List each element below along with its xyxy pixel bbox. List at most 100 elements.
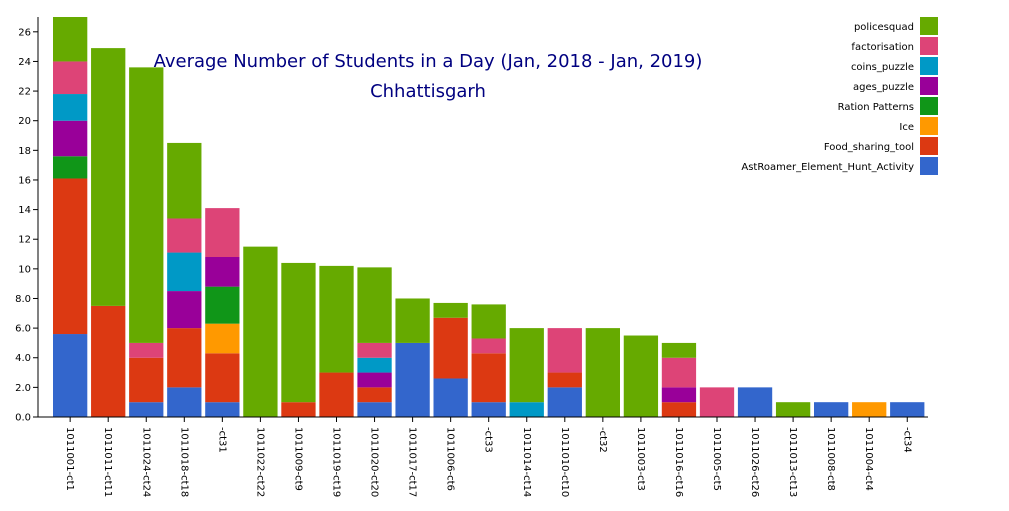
x-tick-label: 1011006-ct6 xyxy=(445,427,456,491)
legend-label: Ration Patterns xyxy=(838,102,914,113)
bar-segment xyxy=(53,178,88,335)
bar-segment xyxy=(357,387,392,403)
bar-segment xyxy=(205,353,240,403)
bar-segment xyxy=(167,218,202,253)
legend-swatch xyxy=(920,77,938,95)
bar-segment xyxy=(547,387,582,417)
x-tick-label: 1011014-ct14 xyxy=(521,427,532,497)
bar-segment xyxy=(205,286,240,324)
chart-title: Average Number of Students in a Day (Jan… xyxy=(154,51,703,72)
bar-segment xyxy=(205,402,240,417)
bar-segment xyxy=(205,323,240,354)
bar-segment xyxy=(129,357,164,403)
y-tick-label: 14 xyxy=(18,205,31,216)
legend-swatch xyxy=(920,137,938,155)
x-tick-label: 1011013-ct13 xyxy=(787,427,798,497)
x-tick-label: 1011016-ct16 xyxy=(673,427,684,497)
legend-swatch xyxy=(920,17,938,35)
bar-segment xyxy=(205,208,240,257)
x-tick-label: 1011001-ct1 xyxy=(64,427,75,491)
y-tick-label: 6.0 xyxy=(15,324,31,335)
bar-segment xyxy=(167,291,202,329)
x-ticks: 1011001-ct1 1011011-ct11 1011024-ct24 10110… xyxy=(64,417,912,497)
bar-segment xyxy=(357,267,392,343)
x-tick-label: 1011008-ct8 xyxy=(825,427,836,491)
bar-segment xyxy=(357,357,392,373)
y-tick-label: 16 xyxy=(18,175,31,186)
bar-segment xyxy=(852,402,887,417)
bar-segment xyxy=(129,342,164,358)
y-tick-label: 20 xyxy=(18,116,31,127)
legend-label: Food_sharing_tool xyxy=(824,142,914,153)
bar-segment xyxy=(129,67,164,343)
bar-segment xyxy=(471,304,506,339)
chart-subtitle: Chhattisgarh xyxy=(370,81,486,102)
legend-swatch xyxy=(920,157,938,175)
legend-swatch xyxy=(920,97,938,115)
x-tick-label: -ct31 xyxy=(216,427,227,453)
bars-layer xyxy=(53,17,925,417)
bar-segment xyxy=(167,328,202,388)
bar-segment xyxy=(661,357,697,388)
y-tick-label: 10 xyxy=(18,264,31,275)
bar-segment xyxy=(129,402,164,417)
bar-segment xyxy=(357,402,392,417)
x-tick-label: 1011026-ct26 xyxy=(749,427,760,497)
y-tick-label: 4.0 xyxy=(15,353,31,364)
bar-segment xyxy=(319,265,354,373)
bar-segment xyxy=(471,353,506,403)
x-tick-label: 1011018-ct18 xyxy=(178,427,189,497)
bar-segment xyxy=(281,262,316,403)
bar-segment xyxy=(471,338,506,354)
legend-label: factorisation xyxy=(851,42,914,53)
legend-swatch xyxy=(920,37,938,55)
x-tick-label: 1011022-ct22 xyxy=(254,427,265,497)
bar-segment xyxy=(319,372,354,417)
bar-segment xyxy=(357,372,392,388)
bar-segment xyxy=(433,378,468,417)
legend-swatch xyxy=(920,117,938,135)
legend-label: Ice xyxy=(899,122,914,133)
bar-segment xyxy=(395,342,430,417)
bar-segment xyxy=(775,402,811,417)
bar-segment xyxy=(623,335,659,417)
bar-segment xyxy=(53,61,88,95)
y-ticks: 0.0 2.0 4.0 6.0 8.0 10 12 14 16 18 20 22 24 26 xyxy=(15,27,38,424)
x-tick-label: -ct33 xyxy=(483,427,494,453)
y-tick-label: 2.0 xyxy=(15,383,31,394)
x-tick-label: -ct32 xyxy=(597,427,608,453)
bar-segment xyxy=(509,328,544,403)
bar-segment xyxy=(814,402,849,417)
bar-segment xyxy=(433,317,468,379)
bar-segment xyxy=(890,402,925,417)
legend-label: coins_puzzle xyxy=(851,62,914,73)
bar-segment xyxy=(661,342,697,358)
bar-segment xyxy=(585,328,620,417)
y-tick-label: 24 xyxy=(18,57,31,68)
x-tick-label: 1011010-ct10 xyxy=(559,427,570,497)
y-tick-label: 26 xyxy=(18,27,31,38)
x-tick-label: 1011017-ct17 xyxy=(407,427,418,497)
legend-swatch xyxy=(920,57,938,75)
bar-segment xyxy=(661,387,697,403)
bar-segment xyxy=(471,402,506,417)
bar-segment xyxy=(433,302,468,318)
x-tick-label: 1011011-ct11 xyxy=(102,427,113,497)
x-tick-label: 1011003-ct3 xyxy=(635,427,646,491)
y-tick-label: 22 xyxy=(18,87,31,98)
bar-segment xyxy=(53,120,88,157)
legend-label: policesquad xyxy=(854,22,914,33)
bar-segment xyxy=(91,305,126,417)
bar-segment xyxy=(53,334,88,417)
bar-segment xyxy=(91,48,126,306)
bar-segment xyxy=(167,142,202,219)
bar-segment xyxy=(167,252,202,292)
bar-segment xyxy=(243,246,278,417)
y-tick-label: 18 xyxy=(18,146,31,157)
y-tick-label: 8.0 xyxy=(15,294,31,305)
x-tick-label: 1011009-ct9 xyxy=(292,427,303,491)
bar-segment xyxy=(737,387,773,417)
x-tick-label: -ct34 xyxy=(901,427,912,453)
axes-layer xyxy=(37,17,928,418)
